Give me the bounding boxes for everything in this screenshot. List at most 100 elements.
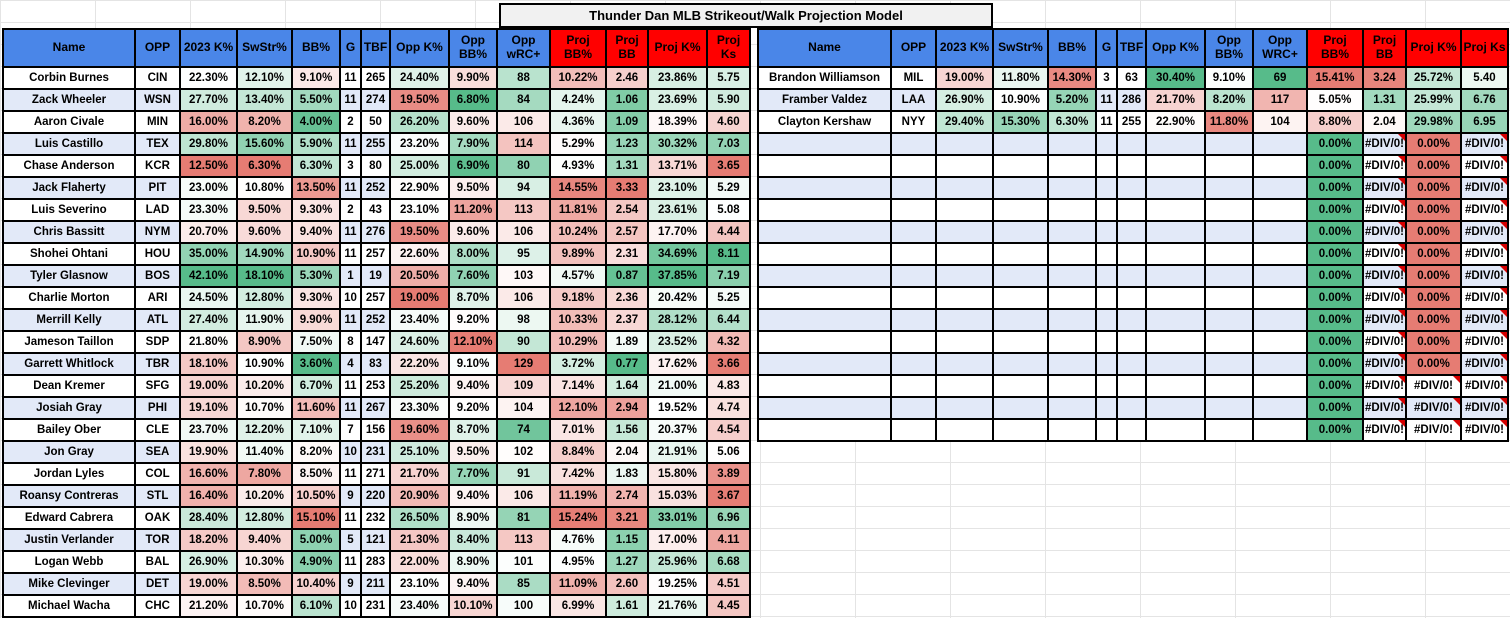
- cell-bb-pct[interactable]: 6.70%: [291, 374, 341, 398]
- cell-opp-bb[interactable]: [1204, 154, 1254, 178]
- cell-opp[interactable]: SDP: [134, 330, 181, 354]
- cell-tbf[interactable]: [1116, 352, 1147, 376]
- cell-bb-pct[interactable]: 6.10%: [291, 594, 341, 618]
- cell-bb-pct[interactable]: 6.30%: [291, 154, 341, 178]
- cell-opp-bb[interactable]: 8.20%: [1204, 88, 1254, 112]
- cell-proj-bb[interactable]: 1.31: [1362, 88, 1407, 112]
- cell-k2023[interactable]: 22.30%: [179, 66, 238, 90]
- cell-tbf[interactable]: 257: [360, 242, 391, 266]
- cell-opp[interactable]: COL: [134, 462, 181, 486]
- cell-opp[interactable]: [890, 132, 937, 156]
- cell-opp-bb[interactable]: 8.00%: [448, 242, 498, 266]
- cell-tbf[interactable]: 80: [360, 154, 391, 178]
- cell-opp-bb[interactable]: 11.80%: [1204, 110, 1254, 134]
- cell-opp[interactable]: BOS: [134, 264, 181, 288]
- cell-bb-pct[interactable]: [1047, 154, 1097, 178]
- cell-proj-bb-pct[interactable]: 10.24%: [549, 220, 607, 244]
- cell-bb-pct[interactable]: [1047, 330, 1097, 354]
- cell-tbf[interactable]: 156: [360, 418, 391, 442]
- cell-bb-pct[interactable]: 5.30%: [291, 264, 341, 288]
- cell-swstr[interactable]: [992, 264, 1049, 288]
- cell-swstr[interactable]: 13.40%: [236, 88, 293, 112]
- cell-proj-bb[interactable]: 2.54: [605, 198, 649, 222]
- cell-name[interactable]: [757, 396, 892, 420]
- cell-bb-pct[interactable]: 7.10%: [291, 418, 341, 442]
- cell-tbf[interactable]: 276: [360, 220, 391, 244]
- cell-bb-pct[interactable]: 10.90%: [291, 242, 341, 266]
- cell-proj-bb[interactable]: 0.87: [605, 264, 649, 288]
- cell-opp-wrc[interactable]: 91: [496, 462, 551, 486]
- cell-name[interactable]: Chase Anderson: [2, 154, 136, 178]
- cell-opp-wrc[interactable]: 80: [496, 154, 551, 178]
- cell-opp[interactable]: LAD: [134, 198, 181, 222]
- cell-name[interactable]: Jameson Taillon: [2, 330, 136, 354]
- cell-proj-bb-pct[interactable]: 7.42%: [549, 462, 607, 486]
- cell-proj-ks[interactable]: 6.44: [706, 308, 751, 332]
- cell-k2023[interactable]: 16.60%: [179, 462, 238, 486]
- cell-tbf[interactable]: 220: [360, 484, 391, 508]
- cell-proj-ks[interactable]: #DIV/0!: [1460, 198, 1509, 222]
- cell-name[interactable]: Tyler Glasnow: [2, 264, 136, 288]
- header-proj-ks[interactable]: Proj Ks: [706, 28, 751, 68]
- cell-k2023[interactable]: 29.40%: [935, 110, 994, 134]
- cell-name[interactable]: [757, 264, 892, 288]
- cell-proj-bb-pct[interactable]: 15.41%: [1306, 66, 1364, 90]
- cell-opp-wrc[interactable]: 98: [496, 308, 551, 332]
- cell-swstr[interactable]: 9.60%: [236, 220, 293, 244]
- cell-opp-k[interactable]: 19.00%: [389, 286, 450, 310]
- cell-name[interactable]: [757, 374, 892, 398]
- cell-tbf[interactable]: [1116, 418, 1147, 442]
- cell-proj-ks[interactable]: 4.11: [706, 528, 751, 552]
- cell-bb-pct[interactable]: 8.50%: [291, 462, 341, 486]
- cell-swstr[interactable]: 10.20%: [236, 484, 293, 508]
- cell-bb-pct[interactable]: 10.50%: [291, 484, 341, 508]
- cell-proj-bb[interactable]: 2.94: [605, 396, 649, 420]
- header-opp-k[interactable]: Opp K%: [1145, 28, 1206, 68]
- cell-proj-bb-pct[interactable]: 4.57%: [549, 264, 607, 288]
- cell-opp-k[interactable]: 19.50%: [389, 220, 450, 244]
- cell-proj-bb-pct[interactable]: 8.80%: [1306, 110, 1364, 134]
- cell-proj-bb[interactable]: 2.60: [605, 572, 649, 596]
- cell-k2023[interactable]: 12.50%: [179, 154, 238, 178]
- cell-proj-k-pct[interactable]: 29.98%: [1405, 110, 1462, 134]
- cell-proj-bb-pct[interactable]: 4.24%: [549, 88, 607, 112]
- header-opp-bb[interactable]: Opp BB%: [448, 28, 498, 68]
- cell-proj-bb-pct[interactable]: 0.00%: [1306, 308, 1364, 332]
- cell-proj-k-pct[interactable]: 30.32%: [647, 132, 708, 156]
- cell-swstr[interactable]: 14.90%: [236, 242, 293, 266]
- cell-proj-ks[interactable]: 6.68: [706, 550, 751, 574]
- cell-proj-k-pct[interactable]: #DIV/0!: [1405, 374, 1462, 398]
- cell-proj-bb[interactable]: 2.46: [605, 66, 649, 90]
- cell-opp[interactable]: SFG: [134, 374, 181, 398]
- cell-k2023[interactable]: 16.00%: [179, 110, 238, 134]
- cell-opp-wrc[interactable]: [1252, 132, 1308, 156]
- header-bb-pct[interactable]: BB%: [291, 28, 341, 68]
- cell-name[interactable]: Merrill Kelly: [2, 308, 136, 332]
- cell-name[interactable]: Corbin Burnes: [2, 66, 136, 90]
- cell-g[interactable]: 8: [339, 330, 362, 354]
- cell-bb-pct[interactable]: [1047, 220, 1097, 244]
- cell-proj-bb[interactable]: 1.15: [605, 528, 649, 552]
- cell-swstr[interactable]: [992, 330, 1049, 354]
- cell-proj-k-pct[interactable]: 21.00%: [647, 374, 708, 398]
- cell-tbf[interactable]: 255: [360, 132, 391, 156]
- cell-swstr[interactable]: 15.60%: [236, 132, 293, 156]
- cell-k2023[interactable]: 26.90%: [179, 550, 238, 574]
- cell-bb-pct[interactable]: 13.50%: [291, 176, 341, 200]
- cell-proj-ks[interactable]: #DIV/0!: [1460, 330, 1509, 354]
- cell-g[interactable]: [1095, 352, 1118, 376]
- cell-opp[interactable]: CIN: [134, 66, 181, 90]
- cell-opp-wrc[interactable]: 74: [496, 418, 551, 442]
- cell-tbf[interactable]: 121: [360, 528, 391, 552]
- cell-proj-ks[interactable]: 3.66: [706, 352, 751, 376]
- cell-opp[interactable]: [890, 418, 937, 442]
- cell-proj-k-pct[interactable]: 25.99%: [1405, 88, 1462, 112]
- cell-tbf[interactable]: 211: [360, 572, 391, 596]
- cell-opp[interactable]: TOR: [134, 528, 181, 552]
- cell-proj-k-pct[interactable]: 13.71%: [647, 154, 708, 178]
- cell-opp-bb[interactable]: 9.50%: [448, 176, 498, 200]
- cell-proj-bb[interactable]: 3.21: [605, 506, 649, 530]
- cell-swstr[interactable]: [992, 242, 1049, 266]
- cell-g[interactable]: [1095, 176, 1118, 200]
- cell-opp-wrc[interactable]: [1252, 286, 1308, 310]
